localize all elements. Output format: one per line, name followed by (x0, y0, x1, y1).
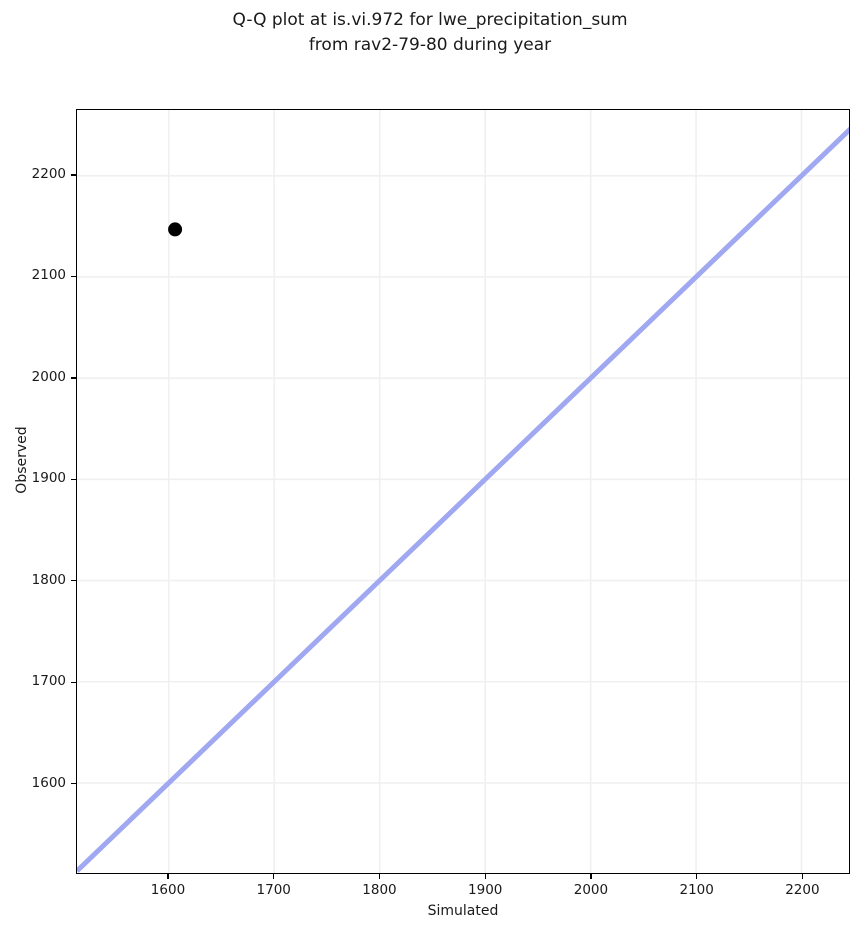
x-tick-mark (484, 874, 486, 879)
y-tick-label: 1800 (31, 571, 66, 588)
y-axis-label: Observed (14, 426, 30, 494)
x-tick-mark (273, 874, 275, 879)
x-tick-label: 1900 (468, 882, 503, 898)
reference-line (77, 126, 849, 873)
x-tick-mark (801, 874, 804, 879)
y-tick-label: 1600 (31, 774, 66, 791)
gridlines (77, 110, 849, 873)
y-tick-mark (71, 783, 76, 785)
y-tick-label: 2200 (31, 165, 66, 182)
x-axis-label: Simulated (427, 903, 499, 919)
x-tick-label: 1800 (362, 882, 397, 898)
x-tick-mark (167, 874, 169, 879)
y-tick-label: 1900 (31, 470, 66, 487)
x-tick-label: 2100 (679, 882, 714, 898)
y-tick-mark (71, 377, 76, 379)
y-tick-label: 1700 (31, 673, 66, 690)
chart-title: Q-Q plot at is.vi.972 for lwe_precipitat… (232, 10, 628, 55)
data-layer (77, 126, 849, 873)
x-tick-label: 2000 (573, 882, 609, 898)
x-tick-label: 1700 (256, 882, 291, 898)
y-tick-mark (71, 478, 76, 480)
x-tick-mark (590, 874, 592, 879)
y-tick-mark (71, 681, 76, 683)
x-tick-mark (696, 874, 698, 879)
y-tick-mark (71, 580, 76, 582)
y-tick-label: 2100 (31, 267, 66, 284)
y-tick-mark (71, 174, 76, 176)
x-tick-label: 1600 (150, 882, 186, 898)
y-tick-label: 2000 (31, 368, 66, 385)
plot-area (76, 109, 850, 874)
x-tick-mark (378, 874, 381, 879)
data-point (168, 222, 183, 237)
x-tick-label: 2200 (785, 882, 820, 898)
y-tick-mark (71, 275, 76, 278)
